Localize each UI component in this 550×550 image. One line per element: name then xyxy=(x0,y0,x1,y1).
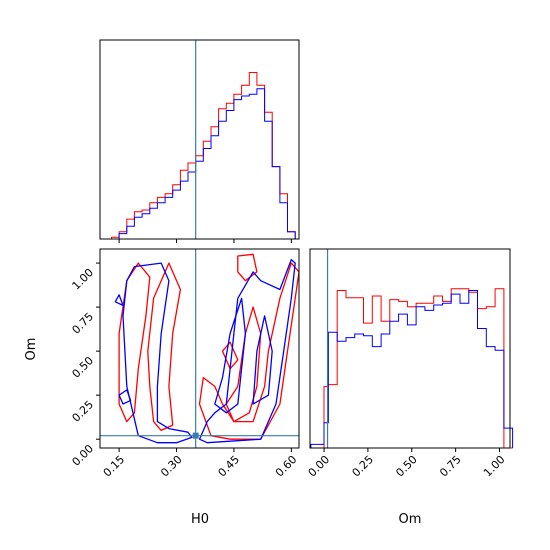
contour-series-group xyxy=(114,253,300,444)
hist-H0-frame xyxy=(99,39,300,240)
contour-run_a-level-2 xyxy=(198,262,300,440)
contour-run_b-level-3 xyxy=(252,315,273,405)
hist-Om-series-run_b xyxy=(310,290,514,448)
contour-x-axis-label: H0 xyxy=(191,512,209,527)
hist-H0-series-run_b xyxy=(111,88,296,240)
contour-run_b-level-1 xyxy=(198,258,296,444)
hist-H0-ticks xyxy=(118,239,292,243)
contour-run_a-level-1 xyxy=(147,262,182,432)
contour-y-axis-label: Om xyxy=(24,338,39,361)
hist-Om-x-axis-label: Om xyxy=(399,512,422,527)
contour-run_a-level-0 xyxy=(118,262,151,423)
hist-H0-series-group xyxy=(111,72,296,240)
contour-run_b-level-2 xyxy=(214,297,247,414)
contour-run_b-level-0 xyxy=(122,262,193,444)
hist-Om-series-group xyxy=(310,288,514,449)
contour-run_b-level-4 xyxy=(114,294,124,307)
contour-frame xyxy=(99,248,300,449)
hist-H0-panel xyxy=(99,39,300,243)
hist-Om-frame xyxy=(309,248,511,449)
contour-truth-marker xyxy=(192,432,199,439)
contour-run_b-level-5 xyxy=(118,389,132,405)
contour-run_a-level-4 xyxy=(237,253,258,282)
